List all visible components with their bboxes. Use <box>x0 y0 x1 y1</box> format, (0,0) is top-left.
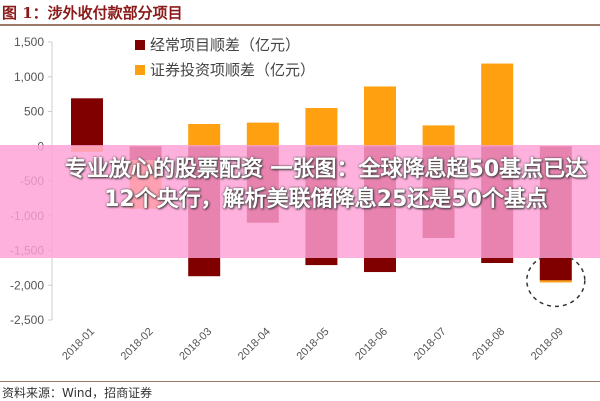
x-tick-label: 2018-07 <box>412 326 449 363</box>
legend-swatch <box>135 65 145 75</box>
source-note: 资料来源：Wind，招商证券 <box>2 386 153 400</box>
y-tick-label: -2,000 <box>10 278 44 292</box>
bar-securities <box>481 63 514 147</box>
y-tick-label: 500 <box>24 105 44 119</box>
y-tick-label: -2,500 <box>10 313 44 327</box>
bar-securities <box>246 122 279 147</box>
source-divider <box>0 381 600 382</box>
x-tick-label: 2018-01 <box>60 326 97 363</box>
x-tick-label: 2018-04 <box>236 326 273 363</box>
x-tick-label: 2018-05 <box>294 326 331 363</box>
x-tick-label: 2018-02 <box>119 326 156 363</box>
x-tick-label: 2018-08 <box>470 326 507 363</box>
figure-title: 图 1：涉外收付款部分项目 <box>2 4 183 22</box>
overlay-banner[interactable]: 专业放心的股票配资 一张图：全球降息超50基点已达12个央行，解析美联储降息25… <box>0 145 600 258</box>
legend-swatch <box>135 40 145 50</box>
legend-label: 经常项目顺差（亿元） <box>150 36 300 54</box>
x-tick-label: 2018-09 <box>529 326 566 363</box>
x-tick-label: 2018-03 <box>177 326 214 363</box>
legend-label: 证券投资项顺差（亿元） <box>150 61 315 79</box>
bar-securities <box>305 108 338 147</box>
y-tick-label: 1,000 <box>14 70 44 84</box>
bar-securities <box>422 125 455 147</box>
bar-securities <box>539 280 572 283</box>
bar-securities <box>188 124 221 147</box>
bar-current-account <box>71 98 103 147</box>
bar-securities <box>364 86 396 147</box>
title-divider <box>0 24 600 26</box>
x-tick-label: 2018-06 <box>353 326 390 363</box>
y-tick-label: 1,500 <box>14 35 44 49</box>
banner-text[interactable]: 专业放心的股票配资 一张图：全球降息超50基点已达12个央行，解析美联储降息25… <box>64 157 588 212</box>
